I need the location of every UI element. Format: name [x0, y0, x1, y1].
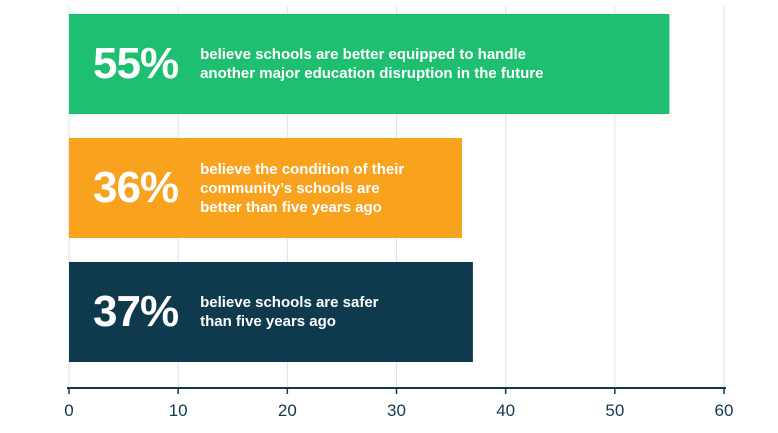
- value-label: 36%: [93, 163, 179, 212]
- value-label: 37%: [93, 287, 179, 336]
- x-tick-label: 30: [387, 401, 406, 420]
- bar: [69, 14, 670, 114]
- bar-description: believe schools are safer than five year…: [200, 294, 379, 330]
- x-tick-label: 40: [496, 401, 515, 420]
- x-tick-label: 20: [278, 401, 297, 420]
- bar-description: believe schools are better equipped to h…: [200, 46, 544, 82]
- value-label: 55%: [93, 39, 179, 88]
- bar: [69, 138, 462, 238]
- bar-label: 37% believe schools are safer than five y…: [93, 262, 379, 362]
- bar-label: 55% believe schools are better equipped t…: [93, 14, 543, 114]
- x-tick-label: 10: [169, 401, 188, 420]
- x-tick-label: 0: [64, 401, 73, 420]
- bar-label: 36% believe the condition of their commun…: [93, 138, 404, 238]
- x-tick-label: 50: [605, 401, 624, 420]
- bar: [69, 262, 473, 362]
- bar-description: believe the condition of their community…: [200, 160, 405, 216]
- x-tick-label: 60: [715, 401, 734, 420]
